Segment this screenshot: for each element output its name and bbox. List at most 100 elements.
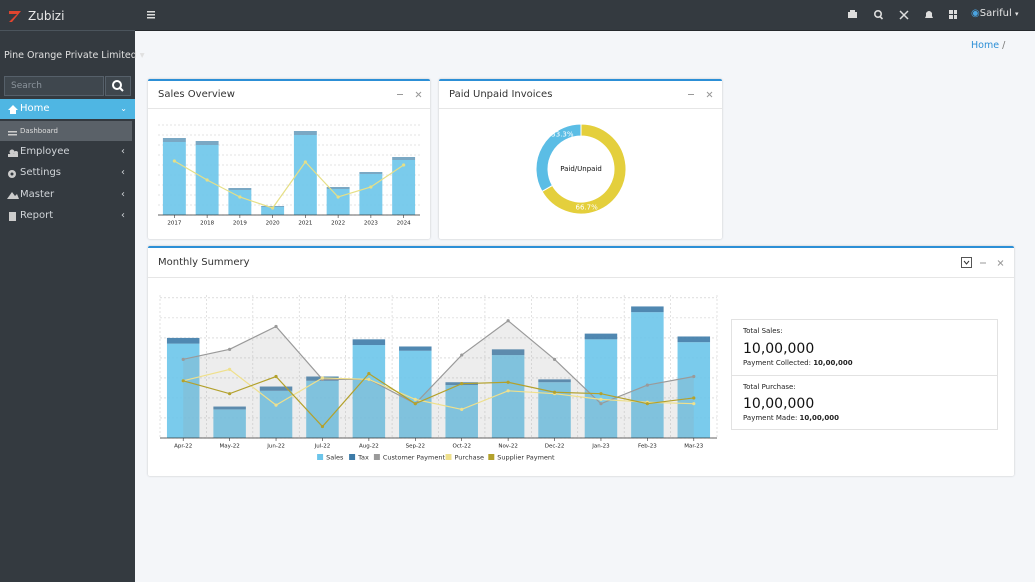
- total-sales: 10,00,000: [743, 341, 814, 357]
- x-tick-label: 2024: [397, 221, 411, 227]
- x-tick-label: 2018: [200, 221, 214, 227]
- menu-label: Employee: [20, 146, 70, 157]
- point: [692, 375, 695, 378]
- x-tick-label: Aug-22: [359, 444, 379, 450]
- point: [414, 402, 417, 405]
- bar: [585, 334, 617, 340]
- center-label: Paid/Unpaid: [560, 165, 602, 173]
- point: [274, 325, 277, 328]
- point: [507, 389, 510, 392]
- legend-label: Tax: [357, 454, 369, 462]
- x-tick-label: Dec-22: [545, 444, 565, 450]
- bar: [631, 306, 663, 312]
- bar: [392, 157, 415, 160]
- search-button[interactable]: [105, 76, 131, 96]
- payment-made: Payment Made: 10,00,000: [743, 414, 839, 422]
- x-tick-label: Mar-23: [684, 444, 704, 450]
- bar: [678, 336, 710, 342]
- bar: [196, 141, 219, 145]
- card-tools[interactable]: [687, 90, 717, 99]
- point: [553, 391, 556, 394]
- point: [321, 425, 324, 428]
- legend-swatch: [349, 454, 355, 460]
- bar: [228, 190, 251, 215]
- search-icon: [106, 77, 130, 95]
- point: [460, 353, 463, 356]
- legend-swatch: [446, 454, 452, 460]
- point: [460, 408, 463, 411]
- point: [228, 392, 231, 395]
- point: [304, 160, 307, 163]
- point: [692, 402, 695, 405]
- bar: [167, 338, 199, 344]
- label: Payment Made:: [743, 414, 797, 422]
- summary-box: Total Sales: 10,00,000 Payment Collected…: [731, 319, 998, 430]
- sales-chart: 20172018201920202021202220232024: [148, 108, 430, 232]
- point: [460, 382, 463, 385]
- point: [599, 402, 602, 405]
- x-tick-label: Oct-22: [452, 444, 471, 450]
- bar: [163, 142, 186, 215]
- menu-dashboard[interactable]: Dashboard: [0, 121, 132, 141]
- menu-icons: [7, 104, 19, 229]
- breadcrumb-separator: /: [1002, 40, 1005, 51]
- x-tick-label: 2023: [364, 221, 378, 227]
- point: [228, 368, 231, 371]
- company-selector[interactable]: Pine Orange Private Limited ▾: [4, 50, 145, 61]
- point: [692, 396, 695, 399]
- point: [238, 195, 241, 198]
- search-input[interactable]: Search: [4, 76, 104, 96]
- point: [599, 398, 602, 401]
- x-tick-label: Jul-22: [314, 444, 331, 450]
- card-tools[interactable]: [960, 257, 1010, 269]
- card-title: Paid Unpaid Invoices: [439, 81, 722, 109]
- point: [414, 398, 417, 401]
- bar: [294, 131, 317, 135]
- bar: [353, 339, 385, 345]
- card-title: Sales Overview: [148, 81, 430, 109]
- x-tick-label: Nov-22: [498, 444, 518, 450]
- point: [599, 392, 602, 395]
- breadcrumb-link[interactable]: Home: [971, 40, 999, 51]
- bar: [294, 135, 317, 215]
- x-tick-label: 2020: [266, 221, 280, 227]
- total-sales-label: Total Sales:: [743, 327, 783, 335]
- menu-label: Settings: [20, 167, 61, 178]
- x-tick-label: May-22: [219, 444, 239, 450]
- menu-settings[interactable]: Settings‹: [0, 163, 135, 183]
- bar: [359, 172, 382, 174]
- search-placeholder: Search: [11, 81, 42, 91]
- point: [553, 358, 556, 361]
- payment-collected: Payment Collected: 10,00,000: [743, 359, 853, 367]
- menu-employee[interactable]: Employee‹: [0, 142, 135, 162]
- point: [337, 195, 340, 198]
- bar: [327, 189, 350, 215]
- point: [228, 348, 231, 351]
- point: [182, 358, 185, 361]
- menu-toggle[interactable]: [147, 10, 157, 20]
- point: [182, 379, 185, 382]
- menu-report[interactable]: Report‹: [0, 206, 135, 226]
- point: [646, 383, 649, 386]
- card-title: Monthly Summery: [148, 248, 1014, 278]
- logo: [8, 9, 22, 23]
- menu-home[interactable]: Home⌄: [0, 99, 135, 119]
- point: [402, 163, 405, 166]
- top-bar: ◉Sariful ▾: [135, 0, 1035, 31]
- invoice-doughnut: 66.7%33.3%Paid/Unpaid: [439, 108, 722, 232]
- label: Payment Collected:: [743, 359, 811, 367]
- x-tick-label: Feb-23: [638, 444, 657, 450]
- sidebar: Zubizi Pine Orange Private Limited ▾ Sea…: [0, 0, 135, 582]
- x-tick-label: Jun-22: [266, 444, 285, 450]
- point: [646, 402, 649, 405]
- point: [367, 372, 370, 375]
- value: 10,00,000: [800, 414, 839, 422]
- card-tools[interactable]: [396, 90, 426, 99]
- menu-master[interactable]: Master‹: [0, 185, 135, 205]
- bar: [399, 346, 431, 350]
- toolbar-icons[interactable]: [847, 9, 957, 21]
- user-menu[interactable]: ◉Sariful ▾: [971, 8, 1018, 19]
- point: [507, 319, 510, 322]
- point: [369, 185, 372, 188]
